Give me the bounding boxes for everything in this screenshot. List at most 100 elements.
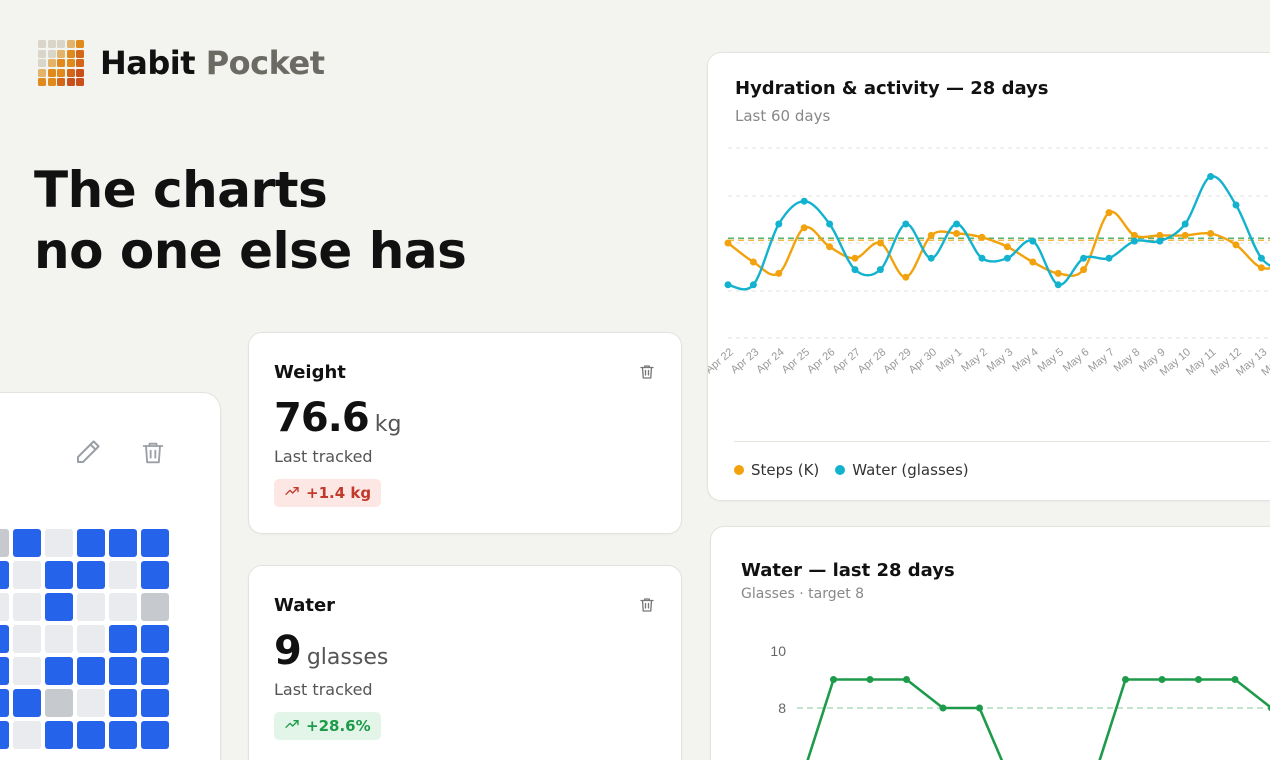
chart-title: Hydration & activity — 28 days — [735, 78, 1049, 99]
x-tick-label: May 1 — [934, 346, 965, 374]
x-tick-label: Apr 24 — [754, 346, 787, 376]
trash-icon[interactable] — [638, 363, 656, 385]
brand[interactable]: Habit Pocket — [38, 40, 325, 86]
heatmap-cell[interactable] — [77, 593, 105, 621]
heatmap-cell[interactable] — [141, 529, 169, 557]
legend-item-steps[interactable]: Steps (K) — [734, 461, 819, 479]
heatmap-cell[interactable] — [13, 657, 41, 685]
heatmap-cell[interactable] — [13, 721, 41, 749]
headline-line-2: no one else has — [34, 222, 467, 280]
brand-name-part2: Pocket — [205, 44, 325, 82]
chart-subtitle: Glasses · target 8 — [741, 586, 865, 602]
data-point-steps — [1181, 231, 1189, 239]
chart-subtitle: Last 60 days — [735, 107, 831, 125]
data-point-water — [953, 220, 961, 228]
heatmap-cell[interactable] — [77, 657, 105, 685]
x-tick-label: Apr 29 — [881, 346, 914, 376]
heatmap-cell[interactable] — [13, 689, 41, 717]
data-point-water — [1195, 676, 1202, 683]
heatmap-cell[interactable] — [77, 529, 105, 557]
heatmap-cell[interactable] — [0, 689, 9, 717]
data-point-water — [902, 220, 910, 228]
brand-name: Habit Pocket — [100, 47, 325, 79]
data-point-water — [1054, 281, 1062, 289]
weight-change-value: +1.4 kg — [306, 484, 372, 502]
heatmap-cell[interactable] — [45, 625, 73, 653]
heatmap-cell[interactable] — [13, 625, 41, 653]
legend-item-water[interactable]: Water (glasses) — [835, 461, 969, 479]
heatmap-cell[interactable] — [141, 593, 169, 621]
data-point-water — [1232, 201, 1240, 209]
x-tick-label: May 8 — [1112, 346, 1143, 374]
data-point-steps — [1130, 231, 1138, 239]
data-point-water — [978, 254, 986, 262]
data-point-water — [1181, 220, 1189, 228]
x-tick-label: Apr 25 — [780, 346, 813, 376]
heatmap-cell[interactable] — [0, 721, 9, 749]
logo-grid-icon — [38, 40, 84, 86]
weight-number: 76.6 — [274, 395, 370, 441]
heatmap-cell[interactable] — [45, 721, 73, 749]
heatmap-cell[interactable] — [77, 721, 105, 749]
heatmap-cell[interactable] — [109, 657, 137, 685]
heatmap-cell[interactable] — [141, 657, 169, 685]
series-line-water — [806, 678, 1270, 760]
x-tick-label: Apr 27 — [830, 346, 863, 376]
heatmap-cell[interactable] — [45, 657, 73, 685]
heatmap-cell[interactable] — [109, 593, 137, 621]
heatmap-cell[interactable] — [141, 561, 169, 589]
trash-icon[interactable] — [139, 439, 167, 471]
data-point-steps — [800, 224, 808, 232]
data-point-water — [1130, 237, 1138, 245]
heatmap-cell[interactable] — [141, 689, 169, 717]
habit-heatmap — [0, 529, 169, 749]
heatmap-cell[interactable] — [77, 689, 105, 717]
heatmap-cell[interactable] — [45, 593, 73, 621]
data-point-water — [1156, 237, 1164, 245]
heatmap-cell[interactable] — [45, 689, 73, 717]
weight-value: 76.6 kg — [274, 395, 401, 441]
data-point-steps — [1105, 209, 1113, 217]
legend-dot-steps — [734, 465, 744, 475]
heatmap-cell[interactable] — [77, 561, 105, 589]
trash-icon[interactable] — [638, 596, 656, 618]
water-number: 9 — [274, 628, 302, 674]
data-point-steps — [1257, 264, 1265, 272]
water-line-chart: 8 10 — [770, 643, 1270, 760]
pencil-icon[interactable] — [73, 437, 103, 471]
data-point-steps — [953, 230, 961, 237]
x-tick-label: Apr 26 — [805, 346, 838, 376]
headline-line-1: The charts — [34, 161, 328, 219]
brand-name-part1: Habit — [100, 44, 196, 82]
heatmap-cell[interactable] — [45, 529, 73, 557]
heatmap-cell[interactable] — [141, 721, 169, 749]
heatmap-cell[interactable] — [13, 593, 41, 621]
heatmap-cell[interactable] — [109, 561, 137, 589]
weight-card[interactable]: Weight 76.6 kg Last tracked +1.4 kg — [248, 332, 682, 534]
heatmap-cell[interactable] — [0, 657, 9, 685]
chart-title: Water — last 28 days — [741, 560, 955, 581]
heatmap-cell[interactable] — [0, 529, 9, 557]
heatmap-cell[interactable] — [109, 721, 137, 749]
heatmap-cell[interactable] — [109, 689, 137, 717]
heatmap-cell[interactable] — [109, 625, 137, 653]
legend-label-water: Water (glasses) — [852, 461, 969, 479]
heatmap-cell[interactable] — [13, 561, 41, 589]
heatmap-cell[interactable] — [141, 625, 169, 653]
data-point-steps — [1003, 243, 1011, 251]
data-point-water — [724, 281, 732, 289]
data-point-water — [927, 254, 935, 262]
data-point-steps — [978, 233, 986, 241]
heatmap-cell[interactable] — [109, 529, 137, 557]
heatmap-cell[interactable] — [77, 625, 105, 653]
water-unit: glasses — [306, 645, 389, 670]
data-point-steps — [1054, 269, 1062, 277]
heatmap-cell[interactable] — [0, 561, 9, 589]
heatmap-cell[interactable] — [13, 529, 41, 557]
x-tick-label: May 4 — [1010, 346, 1041, 374]
heatmap-cell[interactable] — [45, 561, 73, 589]
heatmap-cell[interactable] — [0, 625, 9, 653]
water-card[interactable]: Water 9 glasses Last tracked +28.6% — [248, 565, 682, 760]
data-point-water — [1122, 676, 1129, 683]
heatmap-cell[interactable] — [0, 593, 9, 621]
